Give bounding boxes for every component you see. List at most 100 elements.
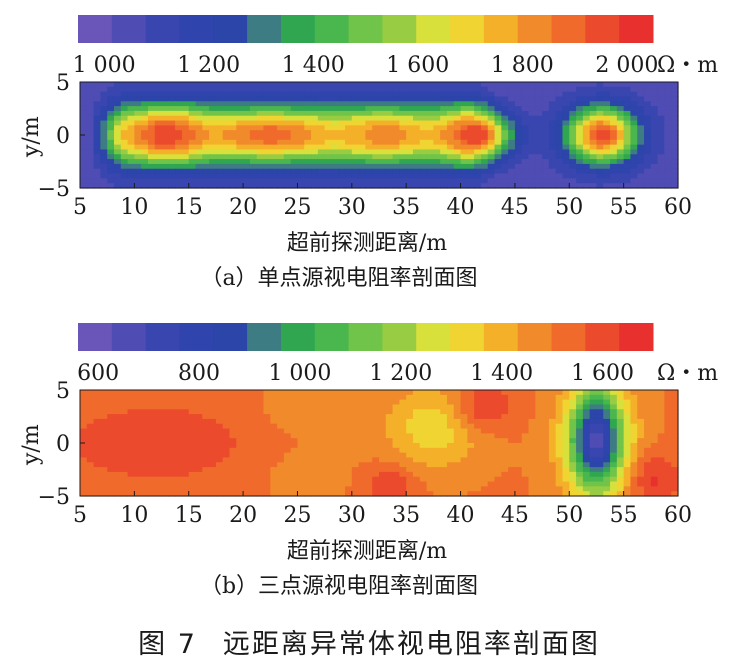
heatmap-a-cell [215, 139, 224, 146]
heatmap-a-cell [521, 96, 530, 102]
heatmap-b-cell [474, 476, 482, 483]
heatmap-b-cell [406, 452, 414, 459]
heatmap-b-cell [548, 447, 557, 454]
heatmap-a-cell [542, 125, 550, 131]
heatmap-b-cell [222, 418, 231, 425]
heatmap-b-cell [236, 399, 244, 406]
heatmap-a-cell [358, 154, 367, 160]
heatmap-a-cell [358, 120, 367, 126]
heatmap-b-cell [175, 443, 183, 449]
heatmap-a-cell [107, 163, 115, 170]
heatmap-a-cell [576, 135, 584, 141]
heatmap-b-cell [338, 428, 346, 434]
heatmap-a-cell [460, 91, 468, 98]
heatmap-a-cell [548, 168, 557, 175]
heatmap-b-cell [433, 390, 441, 396]
heatmap-a-cell [548, 163, 557, 170]
heatmap-b-cell [603, 404, 611, 410]
heatmap-a-cell [650, 91, 659, 98]
heatmap-b-cell [107, 447, 115, 454]
heatmap-b-cell [127, 423, 135, 430]
heatmap-b-cell [358, 404, 367, 410]
heatmap-a-cell [331, 120, 339, 126]
heatmap-a-cell [283, 110, 292, 117]
heatmap-b-cell [317, 433, 326, 439]
heatmap-b-cell [603, 447, 611, 454]
heatmap-b-cell [181, 390, 190, 396]
heatmap-b-cell [202, 481, 210, 487]
heatmap-a-cell [446, 149, 455, 155]
heatmap-b-cell [290, 481, 299, 487]
heatmap-b-cell [243, 491, 251, 497]
heatmap-a-cell [623, 125, 632, 131]
heatmap-a-cell [596, 86, 604, 93]
heatmap-b-cell [610, 409, 618, 415]
heatmap-b-cell [80, 481, 88, 487]
heatmap-b-cell [134, 438, 142, 444]
heatmap-b-cell [480, 428, 489, 434]
heatmap-b-cell [453, 486, 462, 492]
heatmap-a-cell [100, 173, 108, 179]
heatmap-b-cell [358, 394, 367, 401]
heatmap-b-cell [379, 390, 387, 396]
heatmap-b-cell [127, 438, 135, 444]
heatmap-b-cell [297, 462, 305, 468]
heatmap-a-cell [195, 106, 203, 112]
heatmap-b-cell [446, 423, 455, 430]
heatmap-b-cell [610, 447, 618, 454]
heatmap-a-cell [270, 149, 278, 155]
heatmap-a-cell [657, 163, 666, 170]
heatmap-b-cell [195, 399, 203, 406]
heatmap-a-cell [134, 135, 142, 141]
heatmap-b-cell [263, 423, 271, 430]
heatmap-a-cell [113, 144, 122, 151]
heatmap-b-cell [134, 404, 142, 410]
heatmap-a-cell [134, 82, 142, 88]
heatmap-b-cell [283, 457, 292, 463]
heatmap-a-cell [460, 115, 468, 122]
heatmap-a-cell [209, 144, 217, 151]
heatmap-b-cell [637, 447, 645, 454]
heatmap-b-cell [412, 447, 421, 454]
heatmap-b-cell [120, 443, 129, 449]
heatmap-b-cell [229, 471, 237, 478]
heatmap-a-cell [399, 135, 407, 141]
heatmap-a-cell [168, 96, 176, 102]
heatmap-a-cell [304, 86, 312, 93]
heatmap-b-cell [521, 423, 530, 430]
heatmap-a-cell [168, 183, 176, 189]
heatmap-b-cell [453, 399, 462, 406]
heatmap-b-cell [229, 462, 237, 468]
heatmap-b-cell [86, 462, 95, 468]
heatmap-a-cell [93, 154, 101, 160]
x-ticks-a: 5 10 15 20 25 30 35 40 45 50 55 60 [73, 183, 692, 220]
heatmap-a-cell [610, 91, 618, 98]
heatmap-a-cell [338, 163, 346, 170]
heatmap-b-cell [93, 476, 101, 483]
heatmap-a-cell [338, 168, 346, 175]
heatmap-a-cell [474, 159, 482, 165]
heatmap-a-cell [446, 183, 455, 189]
heatmap-b-cell [637, 390, 645, 396]
heatmap-a-cell [385, 86, 394, 93]
heatmap-a-cell [256, 149, 265, 155]
heatmap-a-cell [311, 106, 319, 112]
heatmap-b-cell [589, 443, 598, 449]
heatmap-b-cell [494, 418, 502, 425]
heatmap-a-cell [304, 130, 312, 136]
heatmap-b-cell [446, 418, 455, 425]
heatmap-b-cell [80, 404, 88, 410]
heatmap-a-cell [657, 96, 666, 102]
heatmap-b-cell [236, 394, 244, 401]
heatmap-a-cell [399, 173, 407, 179]
heatmap-a-cell [514, 139, 523, 146]
heatmap-a-cell [487, 120, 496, 126]
heatmap-a-cell [181, 173, 190, 179]
heatmap-b-cell [338, 433, 346, 439]
heatmap-a-cell [426, 130, 434, 136]
heatmap-b-cell [188, 457, 197, 463]
heatmap-a-cell [188, 154, 197, 160]
heatmap-b-cell [263, 404, 271, 410]
heatmap-a-cell [440, 110, 448, 117]
heatmap-a-cell [582, 183, 591, 189]
